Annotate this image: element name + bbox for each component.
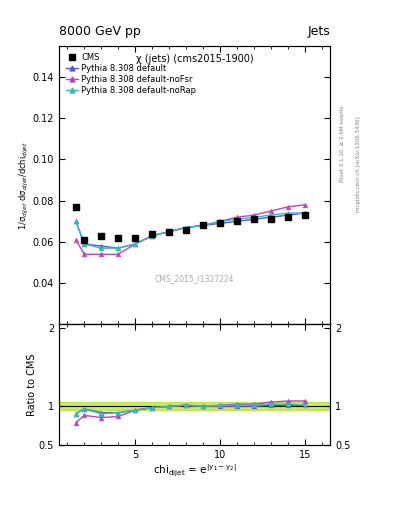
Text: CMS_2015_I1327224: CMS_2015_I1327224 (155, 274, 234, 283)
Text: 8000 GeV pp: 8000 GeV pp (59, 26, 141, 38)
Y-axis label: 1/σ$_{dijet}$ dσ$_{dijet}$/dchi$_{dijet}$: 1/σ$_{dijet}$ dσ$_{dijet}$/dchi$_{dijet}… (18, 141, 31, 229)
X-axis label: chi$_\mathregular{dijet}$ = e$^\mathregular{|y_1-y_2|}$: chi$_\mathregular{dijet}$ = e$^\mathregu… (152, 463, 237, 479)
Text: Jets: Jets (307, 26, 330, 38)
Text: Rivet 3.1.10, ≥ 2.6M events: Rivet 3.1.10, ≥ 2.6M events (340, 105, 345, 182)
Text: χ (jets) (cms2015-1900): χ (jets) (cms2015-1900) (136, 54, 253, 65)
Text: mcplots.cern.ch [arXiv:1306.3436]: mcplots.cern.ch [arXiv:1306.3436] (356, 116, 361, 211)
Y-axis label: Ratio to CMS: Ratio to CMS (28, 354, 37, 416)
Legend: CMS, Pythia 8.308 default, Pythia 8.308 default-noFsr, Pythia 8.308 default-noRa: CMS, Pythia 8.308 default, Pythia 8.308 … (63, 50, 199, 97)
Bar (59, 402, 330, 410)
